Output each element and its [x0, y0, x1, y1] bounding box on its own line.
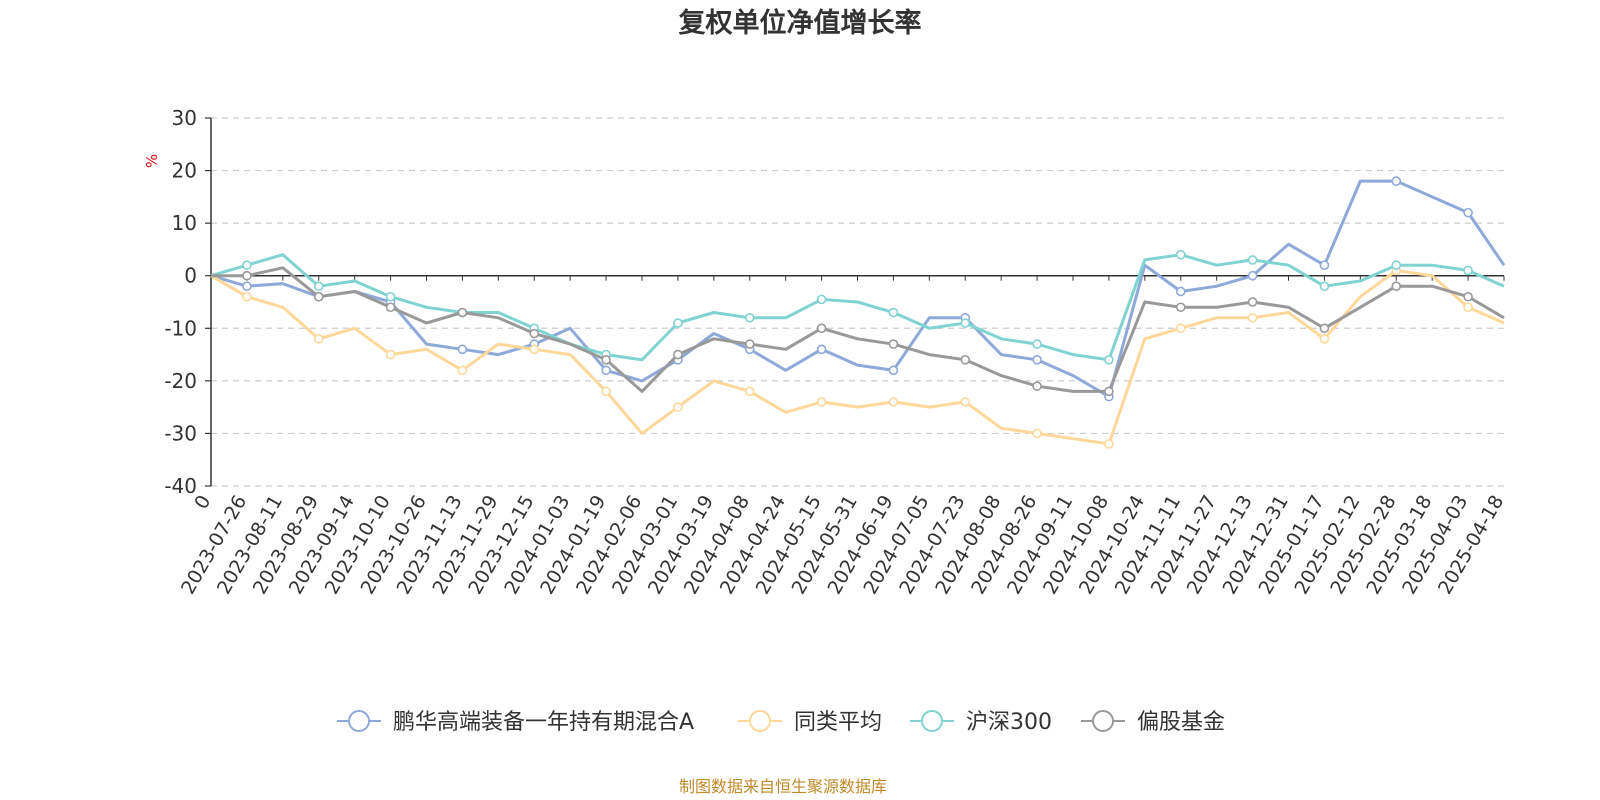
y-tick-label: 0	[184, 264, 197, 288]
data-point	[242, 260, 252, 271]
data-point	[1104, 386, 1114, 397]
data-point	[1032, 339, 1042, 349]
data-point	[529, 344, 540, 355]
data-point	[1391, 176, 1402, 186]
data-point	[1175, 286, 1186, 297]
data-point	[888, 307, 899, 318]
data-point	[313, 291, 324, 302]
legend-label: 同类平均	[794, 710, 882, 735]
data-point	[1463, 207, 1473, 218]
source-note: 制图数据来自恒生聚源数据库	[679, 777, 887, 796]
data-point	[888, 339, 899, 349]
data-point	[1247, 255, 1258, 265]
legend-label: 沪深300	[966, 710, 1052, 735]
data-point	[1391, 281, 1402, 292]
data-point	[601, 355, 611, 365]
series-line	[210, 253, 1505, 362]
y-tick-label: -10	[164, 316, 197, 340]
y-axis-unit: %	[143, 154, 161, 168]
data-point	[242, 270, 252, 281]
data-point	[888, 365, 899, 376]
data-point	[385, 291, 396, 302]
data-point	[313, 281, 324, 292]
data-point	[1319, 323, 1330, 334]
data-point	[816, 344, 827, 355]
data-point	[457, 307, 468, 318]
y-tick-label: -20	[164, 369, 197, 393]
data-point	[1247, 297, 1258, 307]
legend-marker	[348, 710, 370, 732]
data-point	[744, 312, 755, 323]
y-tick-label: 20	[172, 159, 197, 183]
data-point	[385, 302, 396, 313]
data-point	[960, 318, 971, 328]
data-point	[673, 318, 683, 328]
data-point	[457, 344, 468, 355]
data-point	[960, 397, 971, 407]
data-point	[385, 349, 396, 360]
data-point	[816, 323, 827, 334]
data-point	[816, 294, 827, 305]
data-point	[1247, 270, 1258, 281]
data-point	[1391, 260, 1402, 271]
data-point	[1175, 323, 1186, 334]
data-point	[1104, 439, 1114, 449]
legend-label: 偏股基金	[1137, 710, 1225, 735]
legend-marker	[749, 710, 771, 732]
data-point	[673, 402, 683, 412]
y-tick-label: 10	[172, 211, 197, 235]
data-point	[1319, 333, 1330, 344]
data-point	[673, 349, 683, 360]
legend-marker	[921, 710, 943, 732]
data-point	[1032, 381, 1042, 391]
y-axis: 30 20 10 0 -10 -20 -30 -40	[164, 106, 212, 498]
data-point	[457, 365, 468, 376]
series-line	[211, 266, 1505, 393]
legend-marker	[1092, 710, 1114, 732]
series-line	[210, 179, 1506, 399]
series-line	[210, 269, 1505, 446]
data-point	[529, 328, 540, 339]
data-point	[1319, 260, 1330, 271]
data-point	[1319, 281, 1330, 292]
data-point	[1463, 302, 1473, 313]
data-point	[888, 397, 899, 407]
data-point	[1175, 302, 1186, 313]
data-point	[313, 333, 324, 344]
data-point	[1175, 249, 1186, 260]
y-tick-label: -40	[164, 474, 197, 498]
y-tick-label: -30	[164, 421, 197, 445]
data-point	[816, 397, 827, 407]
legend-label: 鹏华高端装备一年持有期混合A	[393, 710, 694, 735]
plot-area	[210, 176, 1506, 449]
x-axis: 02023-07-262023-08-112023-08-292023-09-1…	[177, 274, 1508, 598]
data-point	[1032, 428, 1042, 439]
data-point	[242, 291, 252, 302]
data-point	[601, 386, 611, 397]
y-tick-label: 30	[172, 106, 197, 130]
data-point	[1032, 355, 1042, 365]
data-point	[744, 339, 755, 349]
data-point	[242, 281, 252, 292]
data-point	[601, 365, 611, 376]
data-point	[1463, 291, 1473, 302]
data-point	[960, 355, 971, 365]
data-point	[1463, 265, 1473, 276]
data-point	[1247, 312, 1258, 323]
data-point	[744, 386, 755, 397]
chart-title: 复权单位净值增长率	[679, 7, 922, 39]
data-point	[1104, 355, 1114, 365]
x-tick-label: 0	[190, 492, 215, 513]
legend: 鹏华高端装备一年持有期混合A 同类平均 沪深300 偏股基金	[337, 710, 1225, 735]
